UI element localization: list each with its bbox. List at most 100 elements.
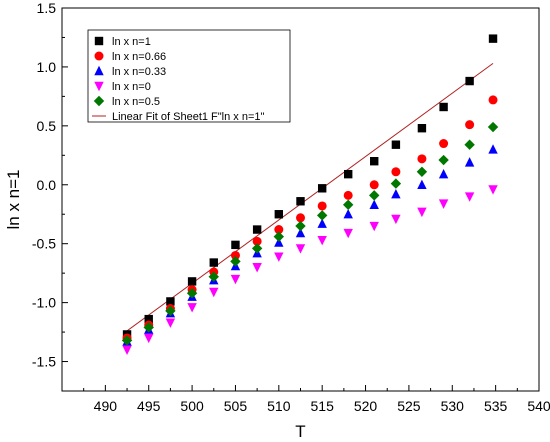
y-tick-label: 0.0: [37, 177, 57, 193]
x-axis-ticks: 490 495 500 505 510 515 520 525 530 535 540: [83, 385, 550, 414]
data-point-circle: [296, 213, 305, 223]
x-tick-label: 495: [137, 398, 161, 414]
x-tick-label: 515: [311, 398, 335, 414]
data-point-square: [417, 124, 427, 133]
x-tick-label: 500: [180, 398, 204, 414]
data-point-square: [439, 102, 448, 112]
x-tick-label: 510: [267, 398, 291, 414]
legend-marker-triangle-down: [94, 81, 104, 92]
data-point-triangle-up: [391, 188, 401, 199]
y-tick-label: 1.5: [37, 0, 57, 16]
data-point-diamond: [316, 210, 328, 221]
y-tick-label: -1.0: [32, 295, 56, 311]
legend-marker-circle: [94, 51, 104, 61]
data-point-circle: [439, 139, 449, 149]
data-point-diamond: [165, 305, 176, 317]
data-point-square: [144, 314, 153, 324]
data-points-layer: [121, 34, 499, 355]
x-tick-label: 535: [484, 398, 508, 414]
data-point-diamond: [230, 256, 241, 267]
y-axis-title: ln x n=1: [4, 169, 23, 229]
legend-entry-label: Linear Fit of Sheet1 F"ln x n=1": [112, 111, 265, 123]
data-point-triangle-up: [317, 218, 327, 228]
data-point-square: [296, 197, 305, 206]
legend-entry-label: ln x n=0.66: [112, 51, 166, 63]
data-point-triangle-down: [144, 333, 154, 344]
data-point-triangle-down: [209, 287, 219, 298]
data-point-circle: [274, 225, 284, 235]
y-tick-label: 1.0: [37, 59, 57, 75]
data-point-diamond: [143, 322, 154, 333]
y-tick-label: -0.5: [32, 236, 56, 252]
data-point-square: [166, 297, 175, 306]
data-point-triangle-down: [317, 235, 327, 246]
data-point-triangle-down: [464, 192, 475, 202]
data-point-triangle-down: [369, 221, 379, 232]
data-point-square: [465, 76, 474, 86]
data-point-diamond: [438, 154, 449, 166]
data-point-diamond: [208, 271, 219, 282]
data-point-triangle-down: [391, 214, 401, 225]
legend-entry-label: ln x n=0.33: [112, 66, 166, 78]
data-point-square: [252, 225, 262, 234]
data-point-triangle-up: [438, 168, 449, 179]
data-point-square: [187, 277, 197, 286]
data-point-triangle-down: [230, 274, 241, 285]
data-point-triangle-up: [369, 199, 379, 210]
data-point-square: [209, 258, 218, 267]
fit-line-layer: [126, 62, 494, 332]
legend-entry-label: ln x n=0: [112, 81, 151, 93]
data-point-circle: [465, 120, 475, 130]
x-tick-label: 490: [94, 398, 118, 414]
data-point-diamond: [369, 190, 380, 201]
data-point-triangle-down: [438, 199, 449, 209]
data-point-triangle-down: [417, 207, 427, 218]
data-point-square: [317, 184, 327, 193]
linear-fit-line: [126, 62, 494, 332]
data-point-triangle-down: [187, 303, 197, 313]
data-point-diamond: [121, 335, 133, 346]
data-point-triangle-up: [464, 157, 475, 167]
y-axis-ticks: -1.5 -1.0 -0.5 0.0 0.5 1.0 1.5: [32, 0, 68, 392]
data-point-circle: [343, 190, 353, 200]
data-point-circle: [252, 236, 262, 246]
data-point-triangle-down: [122, 345, 132, 355]
data-point-triangle-down: [165, 318, 176, 328]
data-point-diamond: [464, 139, 475, 150]
data-point-circle: [369, 180, 379, 190]
legend-marker-square: [94, 36, 104, 46]
data-point-triangle-up: [295, 227, 306, 238]
x-axis-title: T: [295, 422, 305, 441]
data-point-circle: [317, 201, 327, 211]
legend-entry-label: ln x n=0.5: [112, 96, 160, 108]
legend: ln x n=1 ln x n=0.66 ln x n=0.33 ln x n=0 ln…: [87, 29, 291, 123]
data-point-square: [231, 240, 240, 250]
data-point-diamond: [186, 287, 198, 299]
y-tick-label: -1.5: [32, 354, 56, 370]
x-tick-label: 525: [397, 398, 421, 414]
x-tick-label: 505: [224, 398, 248, 414]
x-tick-label: 520: [354, 398, 378, 414]
data-point-diamond: [390, 178, 402, 189]
data-point-square: [370, 157, 379, 166]
series-group-3: [122, 185, 498, 355]
data-point-diamond: [343, 199, 354, 211]
data-point-triangle-up: [274, 237, 284, 247]
legend-marker-triangle-up: [94, 65, 104, 76]
data-point-triangle-down: [488, 185, 498, 195]
data-point-diamond: [273, 231, 285, 242]
data-point-triangle-down: [343, 228, 353, 239]
data-point-triangle-down: [252, 263, 262, 273]
y-tick-label: 0.5: [37, 118, 57, 134]
data-point-triangle-up: [488, 144, 498, 154]
data-point-diamond: [295, 220, 306, 232]
legend-box: [87, 29, 291, 123]
legend-marker-diamond: [93, 95, 105, 107]
data-point-circle: [391, 167, 401, 177]
x-tick-label: 540: [527, 398, 550, 414]
data-point-diamond: [416, 166, 428, 178]
x-tick-label: 530: [441, 398, 465, 414]
data-point-circle: [488, 95, 498, 105]
data-point-square: [391, 140, 401, 149]
